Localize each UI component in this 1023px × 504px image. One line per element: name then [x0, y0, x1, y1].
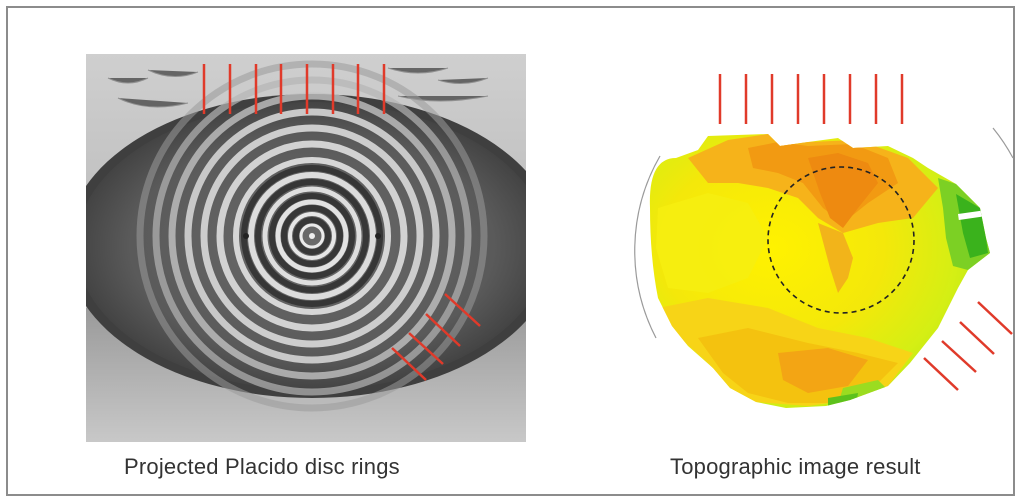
- left-top-markers: [202, 64, 386, 114]
- right-top-markers: [718, 74, 904, 124]
- placido-rings: [136, 60, 488, 412]
- figure-frame: Projected Placido disc rings Topographic…: [6, 6, 1015, 496]
- right-diagonal-markers: [923, 301, 1013, 391]
- topographic-map: [634, 74, 1014, 408]
- topo-color-regions: [649, 134, 990, 408]
- left-caption: Projected Placido disc rings: [124, 454, 400, 479]
- eye-photo-group: [86, 54, 526, 442]
- right-caption: Topographic image result: [670, 454, 921, 479]
- dashed-reference-circle: [767, 166, 915, 314]
- left-diagonal-markers: [391, 293, 481, 381]
- placido-eye-photo: [86, 54, 526, 442]
- map-boundary-arc: [634, 155, 661, 339]
